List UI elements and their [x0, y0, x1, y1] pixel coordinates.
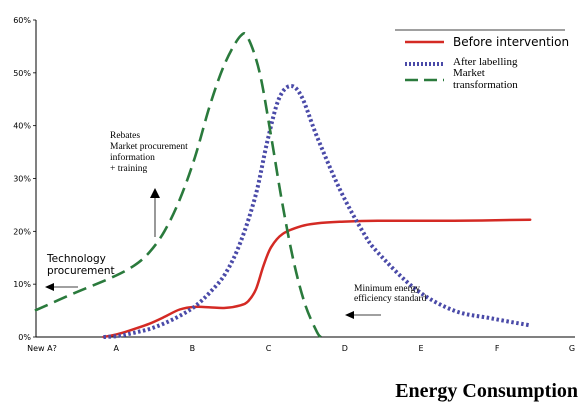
- annotation-rebates-line-3: information: [110, 152, 155, 163]
- x-axis-ticks: New A? A B C D E F G: [27, 344, 575, 353]
- y-tick-label: 20%: [13, 227, 31, 236]
- y-axis-ticks: 0% 10% 20% 30% 40% 50% 60%: [13, 16, 36, 342]
- legend-label-market-2: transformation: [453, 79, 518, 91]
- annotation-technology-arrow-head: [45, 283, 54, 291]
- x-tick-label: B: [190, 344, 196, 353]
- annotation-technology: Technology procurement: [45, 253, 115, 291]
- y-tick-label: 10%: [13, 280, 31, 289]
- x-tick-label: C: [266, 344, 272, 353]
- x-tick-label: F: [495, 344, 500, 353]
- legend: Before intervention After labelling Mark…: [395, 29, 569, 91]
- energy-consumption-caption: Energy Consumption: [395, 380, 578, 402]
- x-tick-label: E: [418, 344, 423, 353]
- x-tick-label: A: [113, 344, 119, 353]
- x-tick-label: G: [569, 344, 575, 353]
- series-layer: [34, 32, 532, 339]
- series-line-market-transformation: [34, 32, 322, 338]
- x-tick-label: D: [342, 344, 348, 353]
- y-tick-label: 30%: [13, 175, 31, 184]
- series-line-after-labelling: [103, 83, 531, 339]
- annotation-rebates-line-1: Rebates: [110, 131, 140, 141]
- y-tick-label: 40%: [13, 122, 31, 131]
- annotation-technology-line-1: Technology: [46, 253, 106, 265]
- y-tick-label: 50%: [13, 69, 31, 78]
- series-line-before-intervention: [102, 218, 532, 339]
- annotation-minimum-line-1: Minimum energy: [354, 284, 420, 294]
- annotation-minimum: Minimum energy efficiency standard: [345, 284, 427, 319]
- annotation-rebates-line-2: Market procurement: [110, 142, 188, 152]
- y-tick-label: 60%: [13, 16, 31, 25]
- annotation-rebates-line-4: + training: [110, 164, 148, 174]
- legend-label-market-1: Market: [453, 67, 485, 79]
- x-tick-label: New A?: [27, 344, 57, 353]
- legend-label-after: After labelling: [453, 56, 518, 68]
- annotation-minimum-arrow-head: [345, 311, 354, 319]
- annotation-minimum-line-2: efficiency standard: [354, 293, 427, 304]
- legend-label-before: Before intervention: [453, 35, 569, 49]
- y-tick-label: 0%: [18, 333, 31, 342]
- annotation-rebates: Rebates Market procurement information +…: [110, 131, 188, 237]
- annotation-rebates-arrow-head: [150, 188, 160, 198]
- annotation-technology-line-2: procurement: [47, 265, 115, 277]
